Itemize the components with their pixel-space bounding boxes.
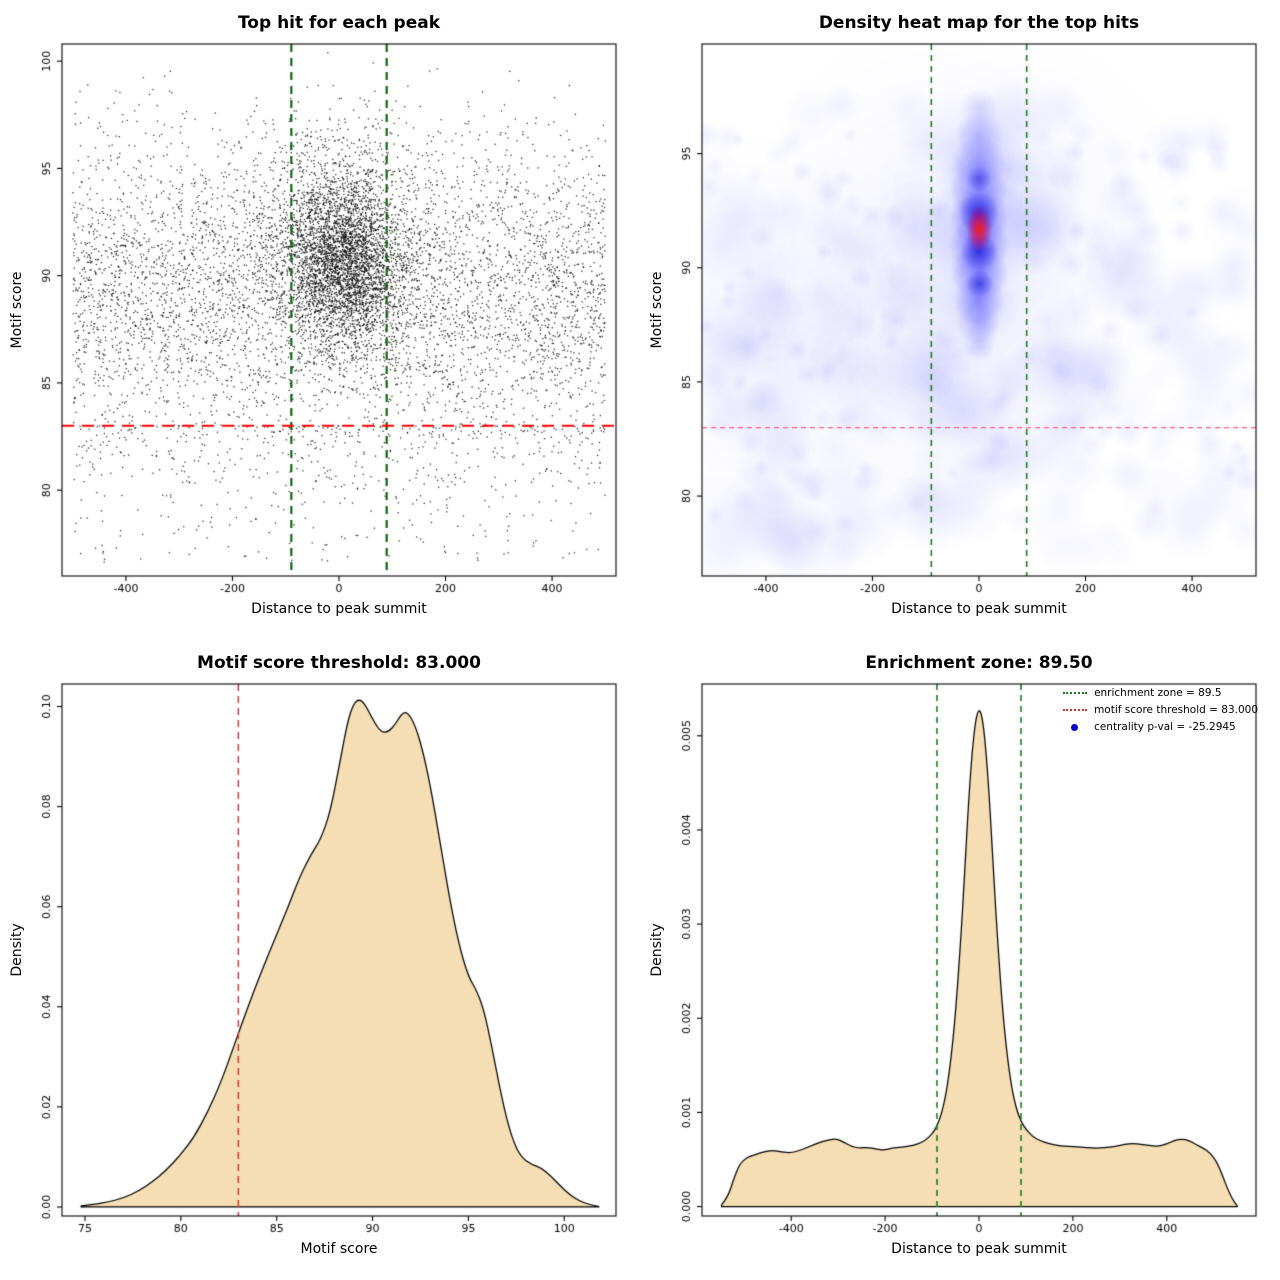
x-axis-label: Motif score	[300, 1241, 378, 1257]
legend-label: centrality p-val = -25.2945	[1094, 721, 1236, 733]
score-density-canvas	[0, 640, 640, 1280]
heatmap-canvas	[640, 0, 1280, 640]
scatter-plot-canvas	[0, 0, 640, 640]
x-axis-label: Distance to peak summit	[891, 601, 1067, 617]
panel-title: Enrichment zone: 89.50	[865, 653, 1093, 673]
panel-motif-score-density: Motif score threshold: 83.000 Motif scor…	[0, 640, 640, 1280]
red-dotted-line-icon	[1063, 709, 1088, 711]
y-axis-label: Density	[9, 923, 25, 977]
legend: enrichment zone = 89.5 motif score thres…	[1063, 686, 1258, 734]
x-axis-label: Distance to peak summit	[891, 1241, 1067, 1257]
blue-dot-icon	[1071, 723, 1079, 731]
panel-title: Motif score threshold: 83.000	[197, 653, 481, 673]
panel-title: Density heat map for the top hits	[818, 13, 1140, 33]
panel-density-heatmap: Density heat map for the top hits Distan…	[640, 0, 1280, 640]
legend-label: motif score threshold = 83.000	[1094, 704, 1258, 716]
panel-top-hits-scatter: Top hit for each peak Distance to peak s…	[0, 0, 640, 640]
y-axis-label: Motif score	[649, 271, 665, 349]
panel-title: Top hit for each peak	[237, 13, 441, 33]
distance-density-canvas	[640, 640, 1280, 1280]
panel-distance-density: Enrichment zone: 89.50 Distance to peak …	[640, 640, 1280, 1280]
legend-label: enrichment zone = 89.5	[1094, 687, 1222, 699]
legend-item-score-threshold: motif score threshold = 83.000	[1063, 703, 1258, 717]
x-axis-label: Distance to peak summit	[251, 601, 427, 617]
legend-item-centrality-pval: centrality p-val = -25.2945	[1063, 720, 1236, 734]
y-axis-label: Motif score	[9, 271, 25, 349]
y-axis-label: Density	[649, 923, 665, 977]
green-dotted-line-icon	[1063, 692, 1088, 694]
legend-item-enrichment-zone: enrichment zone = 89.5	[1063, 686, 1222, 700]
